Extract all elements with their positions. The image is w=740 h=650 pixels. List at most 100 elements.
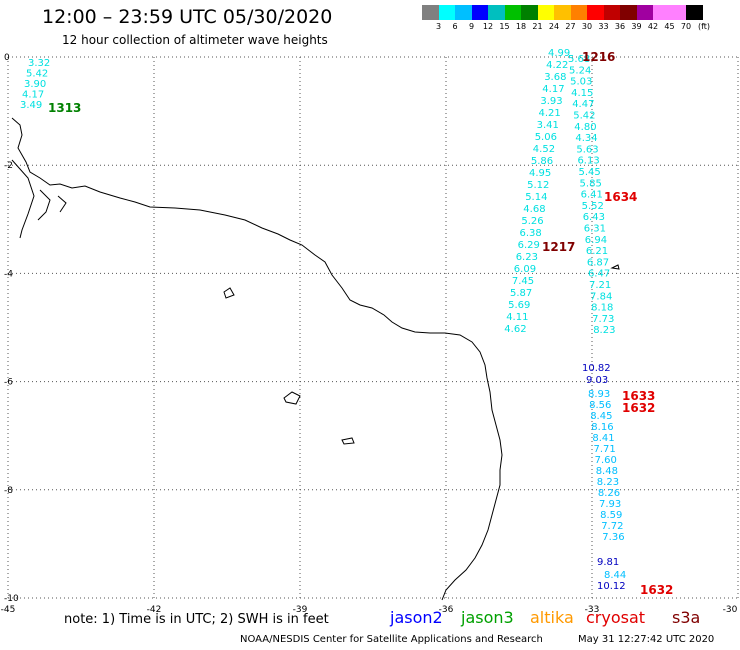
wave-height-value: 10.12 (597, 581, 626, 592)
wave-height-value: 6.09 (514, 264, 536, 275)
satellite-cryosat: cryosat (586, 608, 646, 627)
satellite-jason2: jason2 (390, 608, 443, 627)
legend-swatch (537, 5, 554, 20)
legend-swatch (504, 5, 521, 20)
pass-time-label: 1632 (622, 401, 655, 415)
wave-height-value: 5.03 (570, 77, 592, 88)
wave-height-value: 5.42 (573, 111, 595, 122)
footer-credit: NOAA/NESDIS Center for Satellite Applica… (240, 634, 543, 645)
wave-height-value: 4.99 (548, 48, 570, 59)
legend-swatch (521, 5, 538, 20)
map-title: 12:00 – 23:59 UTC 05/30/2020 (42, 6, 333, 28)
wave-height-value: 7.73 (592, 314, 614, 325)
wave-height-value: 3.49 (20, 100, 42, 111)
island-1 (223, 287, 235, 299)
legend-swatch (554, 5, 571, 20)
wave-height-value: 6.87 (587, 257, 609, 268)
wave-height-value: 5.85 (580, 178, 602, 189)
x-tick-label: -33 (585, 605, 600, 615)
wave-height-value: 5.42 (26, 69, 48, 80)
pass-time-label: 1633 (622, 389, 655, 403)
wave-height-value: 9.03 (586, 375, 608, 386)
legend-unit: (ft) (697, 22, 711, 31)
legend-tick-label: 12 (482, 22, 494, 31)
wave-height-value: 7.72 (601, 521, 623, 532)
wave-height-value: 4.52 (533, 144, 555, 155)
wave-height-value: 3.41 (537, 120, 559, 131)
wave-height-value: 4.62 (504, 324, 526, 335)
wave-height-value: 4.15 (571, 88, 593, 99)
wave-height-value: 8.44 (604, 570, 626, 581)
pass-time-label: 1217 (542, 240, 575, 254)
wave-height-value: 8.41 (592, 433, 614, 444)
pass-time-label: 1313 (48, 101, 81, 115)
wave-height-value: 4.11 (506, 312, 528, 323)
wave-height-value: 7.21 (589, 280, 611, 291)
wave-height-value: 5.24 (569, 65, 591, 76)
map-subtitle: 12 hour collection of altimeter wave hei… (62, 33, 328, 47)
wave-height-value: 4.68 (523, 204, 545, 215)
wave-height-value: 4.47 (572, 99, 594, 110)
wave-height-value: 6.23 (516, 252, 538, 263)
note-text: note: 1) Time is in UTC; 2) SWH is in fe… (64, 612, 329, 627)
legend-tick-label: 39 (631, 22, 642, 31)
wave-height-value: 7.60 (595, 455, 617, 466)
wave-height-value: 6.29 (518, 240, 540, 251)
legend-tick-label: 27 (565, 22, 576, 31)
legend-swatch (686, 5, 703, 20)
wave-height-value: 8.56 (589, 400, 611, 411)
y-tick-label: -10 (4, 594, 19, 604)
legend-tick-label: 6 (452, 22, 458, 31)
wave-height-value: 8.23 (593, 325, 615, 336)
legend-swatch (488, 5, 505, 20)
x-tick-label: -30 (723, 605, 738, 615)
wave-height-value: 6.94 (585, 235, 607, 246)
legend-swatch (636, 5, 653, 20)
wave-height-value: 5.52 (582, 201, 604, 212)
wave-height-value: 6.21 (586, 246, 608, 257)
wave-height-value: 4.22 (546, 60, 568, 71)
y-tick-label: -2 (4, 161, 13, 171)
footer-timestamp: May 31 12:27:42 UTC 2020 (578, 634, 715, 645)
legend-tick-label: 3 (435, 22, 442, 31)
legend-swatch (438, 5, 455, 20)
legend-tick-label: 70 (680, 22, 692, 31)
wave-height-value: 3.90 (24, 79, 46, 90)
wave-height-value: 8.18 (591, 303, 613, 314)
wave-height-value: 5.69 (508, 300, 530, 311)
legend-swatch (620, 5, 637, 20)
legend-tick-label: 24 (548, 22, 560, 31)
island-3 (341, 437, 355, 445)
legend-tick-label: 45 (664, 22, 675, 31)
wave-height-value: 6.31 (584, 224, 606, 235)
legend-tick-label: 9 (468, 22, 475, 31)
wave-height-value: 4.95 (529, 168, 551, 179)
wave-height-value: 4.80 (574, 122, 596, 133)
legend-swatch (603, 5, 620, 20)
satellite-jason3: jason3 (461, 608, 514, 627)
wave-height-value: 6.47 (588, 269, 610, 280)
coastline (11, 117, 503, 601)
color-legend-ticks: 3 6 9 12 15 18 21 24 27 30 33 36 39 42 45 70 (ft) (422, 22, 740, 34)
wave-height-value: 5.63 (576, 144, 598, 155)
wave-height-value: 9.81 (597, 557, 619, 568)
wave-height-value: 4.34 (575, 133, 597, 144)
wave-height-value: 4.21 (539, 108, 561, 119)
satellite-s3a: s3a (672, 608, 701, 627)
island-4 (610, 264, 620, 270)
island-2 (283, 391, 301, 405)
wave-height-value: 7.36 (602, 532, 624, 543)
x-tick-label: -42 (147, 605, 162, 615)
wave-height-value: 8.59 (600, 510, 622, 521)
grid-lines (7, 56, 739, 599)
wave-height-value: 5.86 (531, 156, 553, 167)
wave-height-value: 5.12 (527, 180, 549, 191)
y-tick-label: -4 (4, 269, 13, 279)
y-tick-label: -6 (4, 378, 13, 388)
legend-swatch (587, 5, 604, 20)
x-tick-label: -45 (1, 605, 16, 615)
wave-height-value: 8.93 (588, 389, 610, 400)
wave-height-value: 5.68 (568, 54, 590, 65)
legend-tick-label: 42 (647, 22, 659, 31)
